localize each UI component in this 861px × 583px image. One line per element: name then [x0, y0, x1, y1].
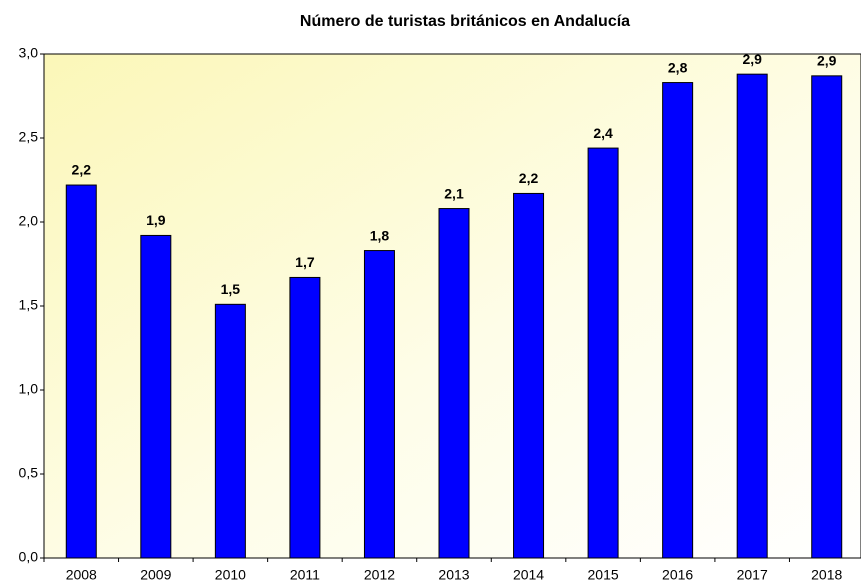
- x-tick-label: 2008: [66, 567, 97, 583]
- x-tick-label: 2018: [811, 567, 842, 583]
- x-tick-label: 2014: [513, 567, 544, 583]
- bar: [811, 75, 843, 559]
- x-tick-label: 2010: [215, 567, 246, 583]
- bar: [438, 208, 470, 559]
- chart-title: Número de turistas británicos en Andaluc…: [300, 13, 630, 30]
- value-label: 2,2: [519, 170, 539, 186]
- value-label: 2,2: [72, 162, 92, 178]
- bar: [289, 276, 321, 559]
- x-tick-label: 2011: [290, 567, 320, 583]
- x-tick-label: 2015: [588, 567, 619, 583]
- y-tick-label: 2,0: [19, 213, 39, 229]
- value-label: 2,9: [742, 51, 762, 67]
- bar: [662, 82, 694, 559]
- bar: [65, 184, 97, 559]
- value-label: 1,7: [295, 254, 315, 270]
- y-tick-label: 1,0: [19, 381, 39, 397]
- x-tick-label: 2012: [364, 567, 395, 583]
- bar: [736, 73, 768, 559]
- y-tick-label: 2,5: [19, 129, 39, 145]
- y-tick-label: 3,0: [19, 45, 39, 61]
- value-label: 2,9: [817, 53, 837, 69]
- bar: [214, 303, 246, 559]
- value-label: 2,8: [668, 59, 688, 75]
- x-tick-label: 2009: [140, 567, 171, 583]
- x-tick-label: 2017: [737, 567, 768, 583]
- y-tick-label: 0,0: [19, 549, 39, 565]
- bar: [513, 192, 545, 559]
- bar: [140, 234, 172, 559]
- x-tick-label: 2016: [662, 567, 693, 583]
- y-tick-label: 0,5: [19, 465, 39, 481]
- bar: [363, 250, 395, 559]
- value-label: 1,5: [221, 281, 241, 297]
- value-label: 1,9: [146, 212, 166, 228]
- value-label: 2,4: [593, 125, 613, 141]
- value-label: 1,8: [370, 227, 390, 243]
- bar: [587, 147, 619, 559]
- value-label: 2,1: [444, 185, 464, 201]
- x-tick-label: 2013: [438, 567, 469, 583]
- y-tick-label: 1,5: [19, 297, 39, 313]
